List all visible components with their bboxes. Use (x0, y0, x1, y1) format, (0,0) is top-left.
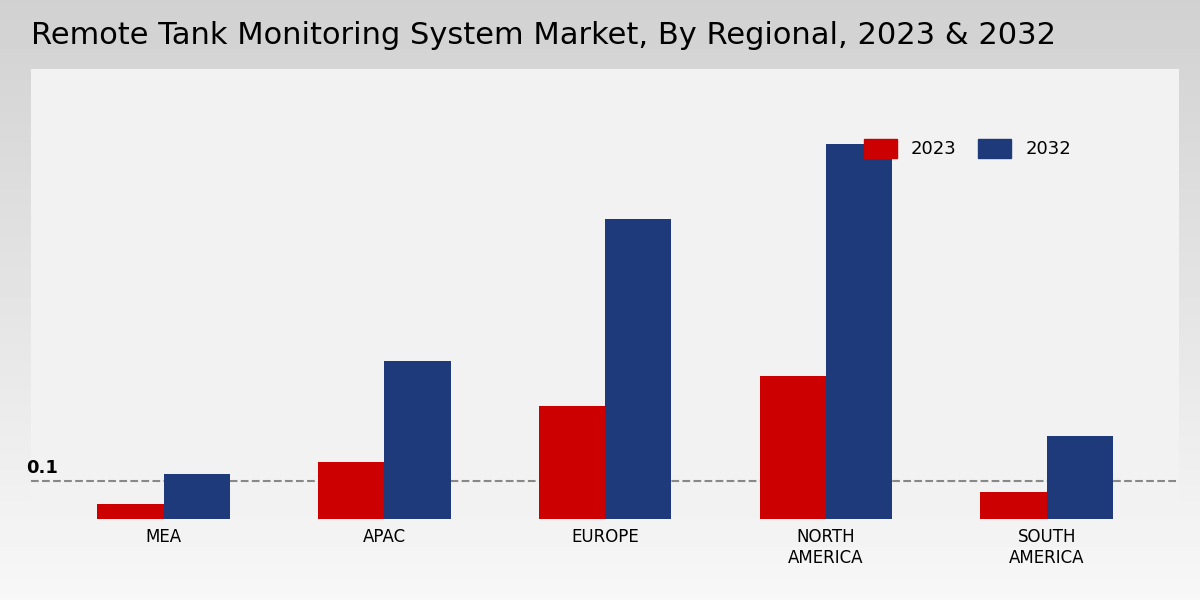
Bar (384, 361, 451, 518)
Bar (605, 219, 672, 518)
Text: Remote Tank Monitoring System Market, By Regional, 2023 & 2032: Remote Tank Monitoring System Market, By… (31, 21, 1056, 50)
Bar (826, 144, 892, 518)
Bar (539, 406, 605, 518)
Bar (760, 376, 826, 518)
Text: 0.1: 0.1 (26, 458, 58, 476)
Bar (163, 473, 230, 518)
Bar (318, 463, 384, 518)
Bar (1046, 436, 1112, 518)
Legend: 2023, 2032: 2023, 2032 (857, 132, 1079, 166)
Bar (980, 493, 1046, 518)
Bar (97, 503, 163, 518)
